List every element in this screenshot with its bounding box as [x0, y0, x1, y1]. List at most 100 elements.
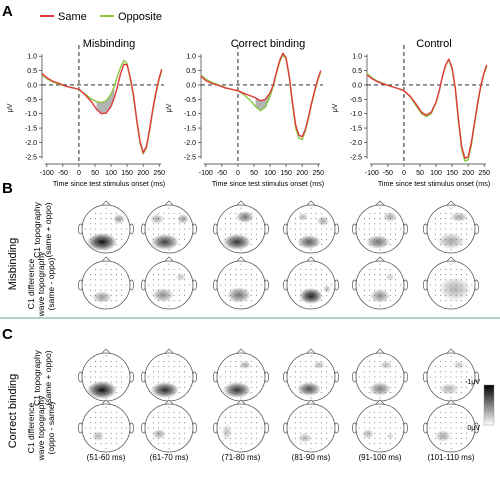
head-outline — [81, 260, 131, 310]
activation-blob — [435, 430, 451, 442]
electrode — [230, 360, 232, 362]
electrode — [369, 233, 371, 235]
electrode — [374, 212, 376, 214]
electrode — [320, 417, 322, 419]
electrode — [471, 427, 473, 429]
electrode — [245, 417, 247, 419]
electrode — [445, 376, 447, 378]
electrode — [455, 386, 457, 388]
electrode — [445, 228, 447, 230]
time-window-label: (91-100 ms) — [358, 453, 401, 462]
electrode — [379, 228, 381, 230]
electrode — [460, 386, 462, 388]
electrode — [320, 223, 322, 225]
electrode — [230, 366, 232, 368]
electrode — [384, 279, 386, 281]
electrode — [158, 392, 160, 394]
electrode — [374, 366, 376, 368]
electrode — [235, 417, 237, 419]
electrode — [440, 392, 442, 394]
electrode — [374, 392, 376, 394]
electrode — [445, 411, 447, 413]
electrode — [326, 238, 328, 240]
electrode — [184, 386, 186, 388]
electrode — [300, 244, 302, 246]
electrode — [230, 300, 232, 302]
erp-chart-1: Misbinding 1.0 0.5 0.0 -0.5 -1.0 -1.5 -2.0 -2.5 μ… — [7, 38, 165, 188]
electrode — [95, 376, 97, 378]
electrode — [110, 289, 112, 291]
electrode — [184, 279, 186, 281]
electrode — [110, 238, 112, 240]
electrode — [320, 437, 322, 439]
electrode — [256, 432, 258, 434]
activation-blob — [150, 214, 164, 224]
electrode — [115, 228, 117, 230]
electrode — [235, 432, 237, 434]
electrode — [460, 212, 462, 214]
electrode — [152, 218, 154, 220]
electrode — [379, 284, 381, 286]
electrode — [230, 294, 232, 296]
electrode — [240, 289, 242, 291]
activation-blob — [299, 288, 323, 304]
electrode — [256, 437, 258, 439]
electrode — [152, 386, 154, 388]
electrode — [320, 279, 322, 281]
electrode — [460, 274, 462, 276]
electrode — [178, 376, 180, 378]
electrode — [294, 437, 296, 439]
electrode — [455, 218, 457, 220]
electrode — [369, 381, 371, 383]
electrode — [240, 238, 242, 240]
electrode — [363, 386, 365, 388]
electrode — [115, 411, 117, 413]
x-tick-label: 100 — [105, 170, 117, 177]
electrode — [363, 422, 365, 424]
electrode — [326, 289, 328, 291]
activation-blob — [297, 382, 321, 396]
electrode — [105, 218, 107, 220]
electrode — [466, 386, 468, 388]
electrode — [440, 244, 442, 246]
electrode — [163, 366, 165, 368]
electrode — [389, 427, 391, 429]
electrode — [369, 212, 371, 214]
electrode — [294, 294, 296, 296]
electrode — [300, 218, 302, 220]
electrode — [84, 376, 86, 378]
electrode — [173, 432, 175, 434]
electrode — [115, 386, 117, 388]
electrode — [384, 392, 386, 394]
topo-map — [77, 399, 135, 453]
electrode — [163, 392, 165, 394]
electrode — [450, 244, 452, 246]
electrode — [395, 228, 397, 230]
electrode — [310, 300, 312, 302]
electrode — [152, 228, 154, 230]
electrode — [395, 422, 397, 424]
electrode — [100, 432, 102, 434]
electrode — [379, 392, 381, 394]
electrode — [126, 376, 128, 378]
electrode — [455, 223, 457, 225]
electrode — [326, 371, 328, 373]
electrode — [224, 432, 226, 434]
electrode — [230, 411, 232, 413]
electrode — [326, 233, 328, 235]
electrode — [379, 289, 381, 291]
electrode — [466, 284, 468, 286]
topo-map — [140, 256, 198, 310]
electrode — [445, 432, 447, 434]
electrode — [184, 417, 186, 419]
electrode — [384, 244, 386, 246]
y-tick-label: -0.5 — [184, 97, 196, 104]
electrode — [95, 294, 97, 296]
electrode — [389, 376, 391, 378]
electrode — [224, 437, 226, 439]
electrode — [261, 284, 263, 286]
electrode — [240, 417, 242, 419]
electrode — [245, 223, 247, 225]
electrode — [240, 422, 242, 424]
electrode — [235, 437, 237, 439]
